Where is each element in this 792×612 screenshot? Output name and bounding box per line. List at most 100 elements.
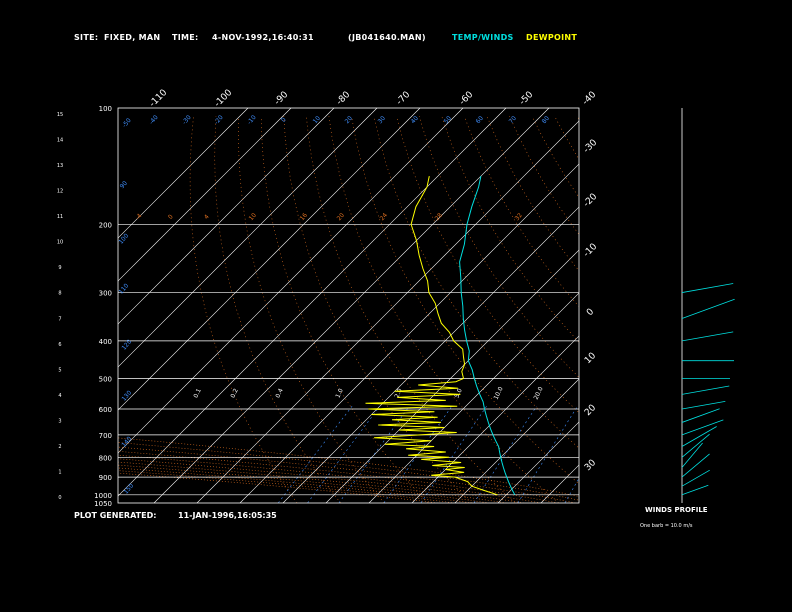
wind-barb bbox=[681, 469, 710, 487]
site-label: SITE: bbox=[74, 33, 99, 42]
wind-barb bbox=[681, 385, 730, 395]
isotherm-line bbox=[118, 108, 292, 282]
dry-adiabat-line bbox=[238, 116, 385, 503]
file-name: (JB041640.MAN) bbox=[348, 33, 426, 42]
dry-adiabat-line bbox=[373, 116, 579, 449]
pressure-tick-label: 900 bbox=[99, 474, 112, 482]
mixing-ratio-label: 2.0 bbox=[393, 387, 403, 399]
wind-barb bbox=[681, 408, 720, 423]
dry-adiabat-line bbox=[396, 116, 579, 414]
plot-frame bbox=[117, 107, 580, 504]
dry-adiabat-label: 70 bbox=[508, 115, 518, 125]
isotherm-line bbox=[497, 421, 579, 503]
winds-scale-note: One barb = 10.0 m/s bbox=[640, 523, 693, 529]
wind-barb bbox=[681, 426, 717, 447]
height-tick-label: 12 bbox=[57, 189, 63, 195]
height-tick-label: 6 bbox=[58, 342, 61, 348]
wind-barb bbox=[681, 484, 709, 496]
height-tick-label: 2 bbox=[58, 444, 61, 450]
isotherm-right-label: 0 bbox=[585, 307, 596, 318]
height-tick-label: 10 bbox=[57, 240, 63, 246]
isotherm-line bbox=[118, 108, 507, 497]
dry-adiabat-label: -30 bbox=[181, 114, 193, 126]
moist-adiabat-label: -4 bbox=[134, 212, 143, 221]
height-tick-label: 11 bbox=[57, 214, 63, 220]
pressure-tick-label: 300 bbox=[99, 290, 112, 298]
height-tick-label: 8 bbox=[58, 291, 61, 297]
isotherm-line bbox=[118, 108, 249, 239]
height-tick-label: 0 bbox=[58, 495, 61, 501]
dry-adiabat-line bbox=[328, 116, 559, 503]
height-tick-label: 15 bbox=[57, 112, 63, 118]
mixing-ratio-line bbox=[338, 406, 410, 503]
mixing-ratio-line bbox=[383, 406, 453, 503]
mixing-ratio-label: 0.2 bbox=[229, 387, 239, 399]
moist-adiabat-label: 10 bbox=[248, 212, 258, 222]
dry-adiabat-label: 0 bbox=[280, 116, 288, 124]
legend-dewpoint: DEWPOINT bbox=[526, 33, 578, 42]
dry-adiabat-line bbox=[189, 116, 298, 503]
isotherm-line bbox=[118, 108, 464, 454]
wind-barb bbox=[681, 433, 710, 458]
pressure-tick-label: 100 bbox=[99, 105, 112, 113]
pressure-tick-label: 500 bbox=[99, 375, 112, 383]
height-tick-label: 14 bbox=[57, 138, 63, 144]
height-tick-label: 13 bbox=[57, 163, 63, 169]
time-value: 4-NOV-1992,16:40:31 bbox=[212, 33, 314, 42]
moist-adiabat-label: 28 bbox=[434, 212, 444, 222]
dry-adiabat-label: 20 bbox=[344, 115, 354, 125]
winds-profile-title: WINDS PROFILE bbox=[645, 506, 708, 514]
pressure-tick-label: 200 bbox=[99, 221, 112, 229]
time-label: TIME: bbox=[172, 33, 199, 42]
dry-adiabat-label: -50 bbox=[121, 117, 133, 129]
site-value: FIXED, MAN bbox=[104, 33, 161, 42]
dry-adiabat-line bbox=[441, 116, 579, 343]
height-tick-label: 4 bbox=[58, 393, 61, 399]
dewpoint-line bbox=[365, 175, 498, 496]
isotherm-line bbox=[118, 108, 335, 325]
wind-barb bbox=[681, 442, 703, 468]
dry-adiabat-label: -40 bbox=[148, 114, 160, 126]
mixing-ratio-label: 0.4 bbox=[274, 387, 284, 399]
temperature-line bbox=[459, 175, 516, 496]
dry-adiabat-label: 90 bbox=[119, 180, 129, 190]
dry-adiabat-label: 40 bbox=[410, 115, 420, 125]
mixing-ratio-label: 5.0 bbox=[453, 387, 463, 399]
legend-temp-winds: TEMP/WINDS bbox=[452, 33, 514, 42]
sounding-series bbox=[365, 175, 516, 496]
wind-barb bbox=[681, 298, 735, 319]
moist-adiabat-label: 20 bbox=[336, 212, 346, 222]
moist-adiabat-label: 24 bbox=[379, 212, 389, 222]
isotherm-line bbox=[196, 120, 579, 503]
wind-barb bbox=[681, 419, 724, 436]
wind-barb bbox=[681, 331, 734, 342]
isotherm-line bbox=[118, 108, 421, 411]
pressure-tick-label: 700 bbox=[99, 432, 112, 440]
wind-barb bbox=[681, 400, 726, 410]
isotherm-line bbox=[368, 292, 579, 503]
wind-barb bbox=[681, 453, 710, 478]
dry-adiabat-label: 60 bbox=[475, 115, 485, 125]
isotherm-line bbox=[282, 206, 579, 503]
isobars bbox=[118, 224, 579, 496]
height-tick-label: 3 bbox=[58, 418, 61, 424]
height-tick-label: 5 bbox=[58, 367, 61, 373]
isotherm-line bbox=[325, 249, 579, 503]
plot-border bbox=[117, 107, 580, 504]
mixing-ratio-label: 0.1 bbox=[192, 387, 202, 399]
plot-generated-label: PLOT GENERATED: bbox=[74, 511, 157, 520]
height-tick-label: 1 bbox=[58, 469, 61, 475]
wind-barb bbox=[681, 283, 734, 293]
dry-adiabat-label: 10 bbox=[312, 115, 322, 125]
dry-adiabat-label: -10 bbox=[246, 114, 258, 126]
dry-adiabat-label: 80 bbox=[541, 115, 551, 125]
moist-adiabat-line bbox=[118, 446, 576, 503]
height-tick-label: 9 bbox=[58, 265, 61, 271]
height-tick-label: 7 bbox=[58, 316, 61, 322]
plot-generated-value: 11-JAN-1996,16:05:35 bbox=[178, 511, 277, 520]
isotherm-line bbox=[411, 335, 579, 503]
isotherm-line bbox=[153, 108, 550, 503]
moist-adiabat-label: 0 bbox=[167, 213, 175, 221]
pressure-tick-label: 400 bbox=[99, 338, 112, 346]
